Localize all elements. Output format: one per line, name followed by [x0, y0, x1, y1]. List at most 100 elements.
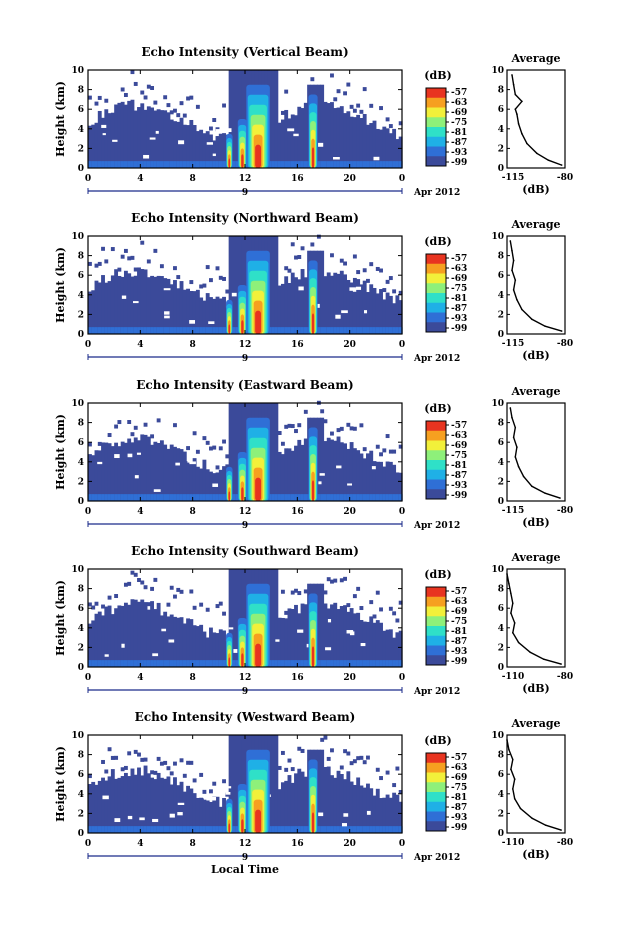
heatmap-cell — [343, 494, 347, 501]
heatmap-cell — [140, 269, 145, 334]
heatmap-cell — [166, 494, 171, 501]
heatmap-cell — [231, 735, 236, 833]
heatmap-cell — [333, 327, 338, 334]
heatmap-gap — [164, 311, 170, 315]
heatmap-cell — [120, 767, 125, 772]
heatmap-cell — [179, 327, 184, 334]
colorbar-tick-label: -93 — [451, 148, 467, 158]
average-point — [531, 817, 533, 820]
heatmap-cell — [195, 797, 200, 833]
heatmap-cell — [195, 289, 200, 334]
heatmap-cell — [150, 826, 155, 833]
heatmap-cell — [110, 446, 115, 501]
heatmap-cell — [110, 327, 115, 334]
heatmap-cell — [388, 276, 393, 281]
heatmap-cell — [339, 774, 344, 833]
heatmap-cell — [382, 826, 387, 833]
heatmap-cell — [369, 327, 374, 334]
heatmap-cell — [182, 289, 187, 334]
colorbar-segment — [426, 322, 446, 328]
heatmap-cell — [199, 284, 204, 289]
heatmap-cell — [123, 602, 128, 667]
heatmap-cell — [352, 327, 357, 334]
heatmap-cell — [127, 420, 132, 425]
heatmap-cell — [146, 602, 151, 607]
heatmap-cell — [94, 122, 99, 168]
heatmap-cell — [375, 128, 380, 168]
heatmap-cell — [362, 87, 367, 92]
heatmap-cell — [101, 604, 105, 609]
heatmap-cell — [212, 796, 217, 833]
heatmap-gap — [335, 314, 341, 319]
y-tick-label: 6 — [78, 438, 84, 448]
heatmap-cell — [156, 109, 161, 168]
colorbar-segment — [426, 479, 446, 485]
heatmap-cell — [101, 660, 105, 667]
heatmap-cell — [235, 70, 240, 168]
heatmap-gap — [215, 129, 221, 133]
heatmap-cell — [382, 161, 387, 168]
heatmap-gap — [231, 292, 237, 297]
heatmap-cell — [359, 606, 364, 611]
heatmap-cell — [235, 569, 240, 667]
heatmap-gap — [333, 156, 340, 160]
heatmap-cell — [303, 494, 308, 501]
heatmap-cell — [280, 617, 285, 667]
average-y-tick-label: 10 — [491, 232, 504, 242]
heatmap-cell — [101, 327, 105, 334]
heatmap-cell — [339, 327, 344, 334]
heatmap-cell — [150, 494, 155, 501]
colorbar-tick-label: -63 — [451, 763, 467, 773]
colorbar-segment — [426, 141, 446, 147]
heatmap-cell — [356, 450, 361, 501]
average-x-tick-label: -80 — [557, 173, 573, 183]
heatmap-cell — [323, 276, 328, 334]
heatmap-cell — [395, 139, 400, 168]
heatmap-cell — [336, 428, 341, 433]
heatmap-cell — [173, 327, 177, 334]
heatmap-cell — [379, 776, 383, 781]
heatmap-cell — [199, 129, 204, 168]
colorbar-tick-label: -93 — [451, 481, 467, 491]
heatmap-cell — [300, 246, 305, 251]
heatmap-cell — [333, 108, 338, 168]
heatmap-cell — [336, 770, 341, 833]
x-tick-label: 0 — [85, 839, 91, 849]
heatmap-cell — [349, 826, 354, 833]
heatmap-cell — [97, 327, 102, 334]
heatmap-cell — [182, 660, 187, 667]
heatmap-cell — [120, 494, 125, 501]
colorbar-tick-label: -63 — [451, 98, 467, 108]
heatmap-cell — [192, 458, 197, 501]
colorbar-tick-label: -93 — [451, 647, 467, 657]
heatmap-cell — [94, 161, 99, 168]
heatmap-cell — [153, 441, 158, 501]
heatmap-cell — [209, 446, 213, 451]
heatmap-cell — [163, 778, 168, 833]
heatmap-cell — [150, 770, 155, 775]
heatmap-cell — [156, 161, 161, 168]
heatmap-cell — [294, 660, 298, 667]
heatmap-cell — [97, 161, 102, 168]
heatmap-cell — [330, 253, 334, 258]
average-y-tick-label: 8 — [498, 585, 504, 595]
y-tick-label: 2 — [78, 477, 84, 487]
heatmap-cell — [235, 327, 240, 334]
colorbar-segment — [426, 821, 446, 827]
heatmap-cell — [169, 784, 174, 833]
heatmap-cell — [192, 161, 197, 168]
heatmap-cell — [137, 601, 141, 667]
average-y-tick-label: 2 — [498, 144, 504, 154]
heatmap-cell — [339, 826, 344, 833]
x-tick-label: 0 — [85, 340, 91, 350]
heatmap-cell — [94, 494, 99, 501]
heatmap-cell — [192, 660, 197, 667]
heatmap-cell — [228, 236, 233, 334]
average-y-tick-label: 0 — [498, 829, 504, 839]
heatmap-cell — [352, 426, 357, 431]
heatmap-cell — [218, 275, 223, 280]
heatmap-cell — [343, 274, 347, 334]
heatmap-cell — [320, 417, 325, 501]
average-point — [514, 426, 517, 429]
panel-4: Echo Intensity (Westward Beam)0246810Hei… — [54, 710, 573, 876]
